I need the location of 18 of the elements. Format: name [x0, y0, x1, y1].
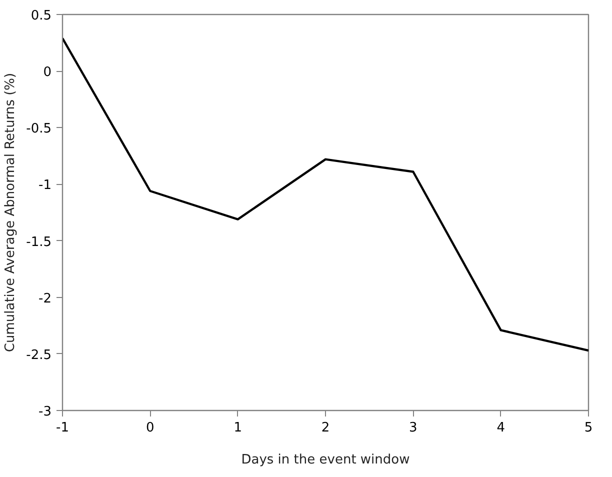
- y-tick-label: -2: [38, 291, 52, 306]
- y-tick-label: 0: [43, 65, 52, 80]
- x-tick-label: 2: [321, 420, 330, 436]
- x-axis-title: Days in the event window: [241, 452, 410, 468]
- y-tick-label: -3: [38, 404, 52, 420]
- x-tick-label: 5: [584, 420, 593, 436]
- line-series: [62, 37, 588, 352]
- x-tick-label: 0: [146, 420, 154, 436]
- x-tick-label: 3: [409, 420, 418, 436]
- y-axis-title: Cumulative Average Abnormal Returns (%): [3, 72, 18, 352]
- y-tick-label: -0.5: [26, 122, 52, 137]
- x-tick-label: 1: [234, 420, 242, 436]
- y-tick-label: -1.5: [26, 234, 52, 250]
- x-tick-label: -1: [56, 420, 69, 436]
- y-tick-label: -1: [38, 178, 52, 194]
- y-tick-label: -2.5: [26, 348, 52, 363]
- y-tick-label: 0.5: [30, 8, 52, 24]
- x-tick-label: 4: [496, 420, 505, 436]
